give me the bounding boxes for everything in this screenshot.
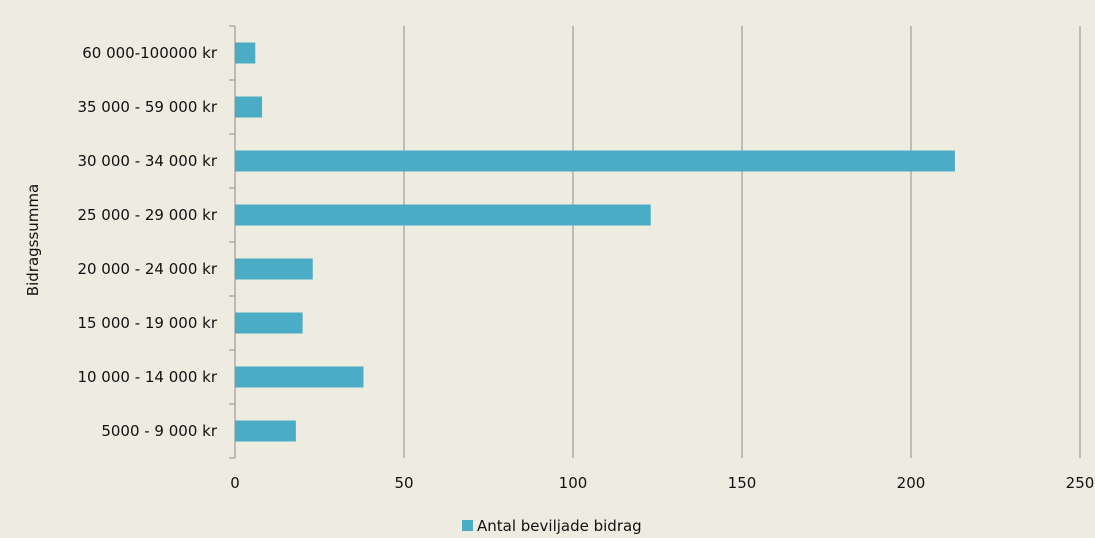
x-tick-label: 150: [728, 474, 757, 492]
x-tick-label: 200: [897, 474, 926, 492]
x-tick-label: 100: [559, 474, 588, 492]
category-label: 60 000-100000 kr: [82, 44, 218, 62]
bar: [235, 96, 263, 118]
bar: [235, 420, 296, 442]
category-label: 35 000 - 59 000 kr: [77, 98, 217, 116]
bar: [235, 42, 256, 64]
axes: [229, 25, 236, 459]
legend-swatch: [462, 520, 473, 531]
x-tick-label: 50: [394, 474, 413, 492]
category-label: 25 000 - 29 000 kr: [77, 206, 217, 224]
category-label: 15 000 - 19 000 kr: [77, 314, 217, 332]
x-tick-label: 0: [230, 474, 240, 492]
bar: [235, 258, 313, 280]
x-tick-labels: 0 50 100 150 200 250: [230, 474, 1094, 492]
category-label: 10 000 - 14 000 kr: [77, 368, 217, 386]
x-tick-label: 250: [1066, 474, 1095, 492]
bar: [235, 150, 955, 172]
bar: [235, 366, 364, 388]
category-label: 30 000 - 34 000 kr: [77, 152, 217, 170]
category-labels: 60 000-100000 kr 35 000 - 59 000 kr 30 000…: [77, 44, 217, 440]
category-label: 5000 - 9 000 kr: [101, 422, 218, 440]
y-axis-title: Bidragssumma: [24, 184, 42, 296]
bar: [235, 204, 651, 226]
bar: [235, 312, 303, 334]
bars: [235, 42, 955, 442]
category-label: 20 000 - 24 000 kr: [77, 260, 217, 278]
legend: Antal beviljade bidrag: [462, 517, 642, 535]
grid-lines: [403, 26, 1081, 458]
legend-label: Antal beviljade bidrag: [477, 517, 642, 535]
